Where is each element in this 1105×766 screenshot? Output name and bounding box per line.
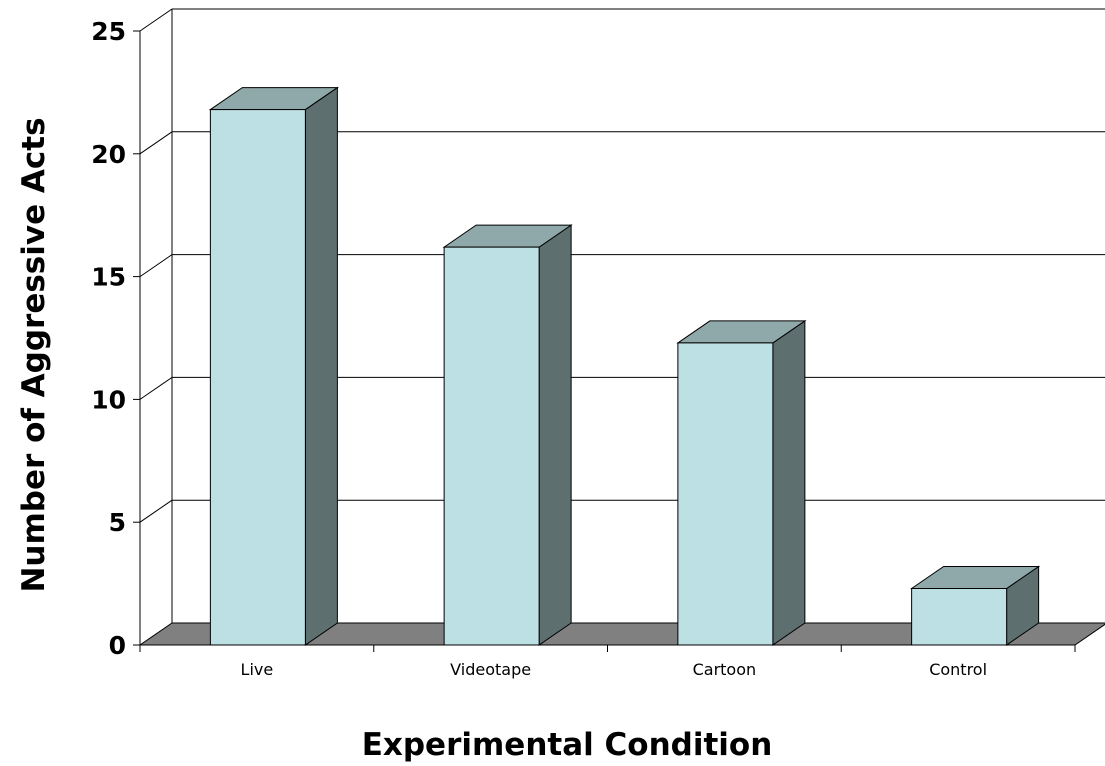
y-tick-label: 10 [91, 385, 126, 414]
bar [442, 224, 573, 646]
bar-front [443, 246, 540, 646]
y-tick-labels: 0 5 10 15 20 25 [91, 17, 126, 660]
bar [676, 319, 807, 646]
x-tick-label: Control [929, 660, 987, 679]
bar-front [677, 342, 774, 646]
bar-front [209, 109, 306, 646]
bar [910, 565, 1041, 646]
gridline-depth [139, 254, 173, 278]
x-tick-label: Videotape [450, 660, 531, 679]
x-tick-labels: Live Videotape Cartoon Control [241, 660, 988, 679]
bar-front [911, 588, 1008, 646]
bar-side [304, 86, 338, 646]
gridline-depth [139, 376, 173, 400]
y-tick-label: 20 [91, 140, 126, 169]
gridline-depth [139, 8, 173, 32]
bar-side [538, 224, 572, 646]
y-tick-label: 5 [109, 508, 126, 537]
y-tick-label: 0 [109, 631, 126, 660]
y-tick-label: 25 [91, 17, 126, 46]
bar-side [772, 319, 806, 646]
y-tick-label: 15 [91, 263, 126, 292]
gridline-depth [139, 131, 173, 155]
x-tick-label: Cartoon [693, 660, 757, 679]
bar [208, 86, 339, 646]
y-axis-title: Number of Aggressive Acts [16, 117, 52, 592]
x-tick-label: Live [241, 660, 274, 679]
x-axis-title: Experimental Condition [362, 727, 773, 762]
gridline-depth [139, 499, 173, 523]
bars [208, 86, 1041, 646]
